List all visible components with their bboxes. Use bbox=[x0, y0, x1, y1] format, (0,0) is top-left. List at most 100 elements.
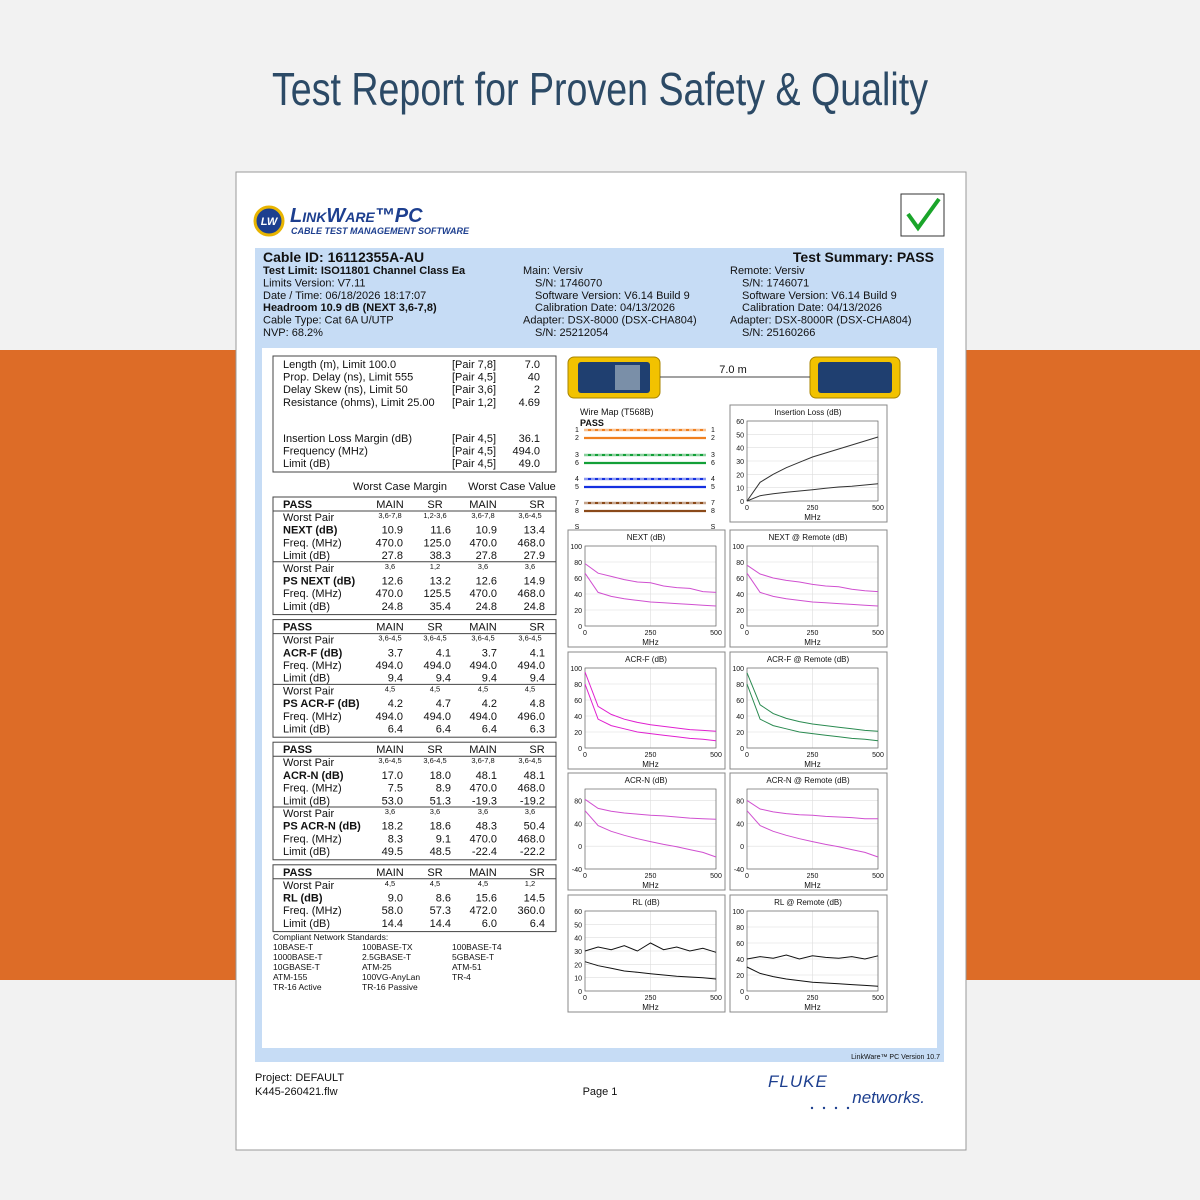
unit-line: Software Version: V6.14 Build 9 bbox=[535, 290, 690, 302]
table-header: MAIN bbox=[469, 744, 497, 756]
worst-pair-value: 4,5 bbox=[430, 684, 440, 693]
worst-pair-label: Worst Pair bbox=[283, 880, 334, 892]
x-axis-label: MHz bbox=[804, 760, 820, 769]
logo-tagline: CABLE TEST MANAGEMENT SOFTWARE bbox=[291, 226, 470, 236]
y-tick-label: 40 bbox=[574, 936, 582, 943]
worst-pair-value: 1,2-3,6 bbox=[423, 511, 446, 520]
table-header: SR bbox=[529, 499, 544, 511]
row-label: Limit (dB) bbox=[283, 673, 330, 685]
summary-label: Frequency (MHz) bbox=[283, 446, 368, 458]
plot-frame bbox=[746, 667, 879, 749]
plot-title: ACR-F (dB) bbox=[625, 655, 667, 664]
y-tick-label: 80 bbox=[736, 560, 744, 567]
pin-label: 8 bbox=[711, 508, 715, 515]
row-value: 494.0 bbox=[517, 660, 545, 672]
row-value: 24.8 bbox=[382, 601, 403, 613]
row-value: 470.0 bbox=[375, 537, 403, 549]
worst-pair-value: 3,6-4,5 bbox=[423, 634, 446, 643]
row-value: 6.4 bbox=[388, 724, 403, 736]
plot-line bbox=[584, 683, 717, 742]
pin-label: 3 bbox=[575, 452, 579, 459]
plot-line bbox=[746, 966, 879, 987]
brand: FLUKE bbox=[768, 1072, 828, 1091]
pin-label: 2 bbox=[575, 435, 579, 442]
row-value: 494.0 bbox=[423, 711, 451, 723]
row-label: Limit (dB) bbox=[283, 550, 330, 562]
plot-title: ACR-F @ Remote (dB) bbox=[767, 655, 850, 664]
y-tick-label: 60 bbox=[736, 576, 744, 583]
row-value: -22.2 bbox=[520, 846, 545, 858]
y-tick-label: 80 bbox=[574, 560, 582, 567]
summary-pair: [Pair 4,5] bbox=[452, 372, 496, 384]
table-header: MAIN bbox=[469, 867, 497, 879]
pin-label: 6 bbox=[575, 460, 579, 467]
x-tick-label: 0 bbox=[745, 630, 749, 637]
row-value: 24.8 bbox=[524, 601, 545, 613]
pin-label: 1 bbox=[575, 427, 579, 434]
pin-label: 7 bbox=[711, 500, 715, 507]
plot-box bbox=[729, 404, 888, 523]
standard: TR-4 bbox=[452, 972, 471, 982]
standard: 100BASE-TX bbox=[362, 942, 413, 952]
summary-value: 2 bbox=[534, 384, 540, 396]
row-value: 6.4 bbox=[530, 918, 545, 930]
row-label: PS ACR-F (dB) bbox=[283, 698, 360, 710]
y-tick-label: 0 bbox=[740, 746, 744, 753]
summary-value: 36.1 bbox=[519, 433, 540, 445]
y-tick-label: 80 bbox=[574, 682, 582, 689]
x-tick-label: 0 bbox=[745, 505, 749, 512]
plot-line bbox=[584, 942, 717, 953]
pin-label: 4 bbox=[711, 476, 715, 483]
worst-pair-value: 3,6-4,5 bbox=[518, 756, 541, 765]
row-value: 6.4 bbox=[436, 724, 451, 736]
project: Project: DEFAULT bbox=[255, 1072, 344, 1084]
row-value: 17.0 bbox=[382, 770, 403, 782]
worst-pair-value: 3,6 bbox=[525, 807, 535, 816]
plot-line bbox=[746, 483, 879, 502]
software-version: LinkWare™ PC Version 10.7 bbox=[851, 1054, 940, 1061]
brand-dot bbox=[810, 1106, 814, 1110]
plot-box bbox=[729, 772, 888, 891]
x-tick-label: 500 bbox=[710, 752, 722, 759]
y-tick-label: 50 bbox=[736, 432, 744, 439]
table-box bbox=[272, 864, 557, 933]
unit-line: Adapter: DSX-8000 (DSX-CHA804) bbox=[523, 315, 697, 327]
worst-pair-value: 3,6 bbox=[385, 807, 395, 816]
table-header: PASS bbox=[283, 867, 312, 879]
row-value: 15.6 bbox=[476, 893, 497, 905]
plot-box bbox=[729, 651, 888, 770]
row-value: 4.8 bbox=[530, 698, 545, 710]
plot-title: Insertion Loss (dB) bbox=[774, 408, 841, 417]
row-value: 6.0 bbox=[482, 918, 497, 930]
row-label: Limit (dB) bbox=[283, 918, 330, 930]
row-value: 125.5 bbox=[423, 588, 451, 600]
plot-frame bbox=[746, 910, 879, 992]
row-value: 9.1 bbox=[436, 833, 451, 845]
row-label: Freq. (MHz) bbox=[283, 660, 342, 672]
unit-line: Software Version: V6.14 Build 9 bbox=[742, 290, 897, 302]
row-value: 4.1 bbox=[530, 647, 545, 659]
y-tick-label: 100 bbox=[732, 666, 744, 673]
worst-pair-value: 3,6-4,5 bbox=[423, 756, 446, 765]
plot-box bbox=[567, 894, 726, 1013]
x-tick-label: 500 bbox=[872, 630, 884, 637]
plot-line bbox=[746, 436, 879, 502]
worst-pair-value: 3,6-4,5 bbox=[518, 511, 541, 520]
row-value: 10.9 bbox=[382, 525, 403, 537]
y-tick-label: 80 bbox=[736, 682, 744, 689]
worst-pair-value: 3,6-7,8 bbox=[378, 511, 401, 520]
remote-unit-face bbox=[818, 362, 892, 393]
row-value: 360.0 bbox=[517, 905, 545, 917]
standard: 1000BASE-T bbox=[273, 952, 323, 962]
y-tick-label: 50 bbox=[574, 922, 582, 929]
plot-frame bbox=[746, 420, 879, 502]
x-axis-label: MHz bbox=[642, 638, 658, 647]
worst-pair-label: Worst Pair bbox=[283, 808, 334, 820]
row-value: 18.2 bbox=[382, 821, 403, 833]
x-axis-label: MHz bbox=[642, 760, 658, 769]
worst-pair-value: 4,5 bbox=[478, 684, 488, 693]
table-header: SR bbox=[427, 622, 442, 634]
x-tick-label: 0 bbox=[583, 630, 587, 637]
table-header: MAIN bbox=[469, 622, 497, 634]
